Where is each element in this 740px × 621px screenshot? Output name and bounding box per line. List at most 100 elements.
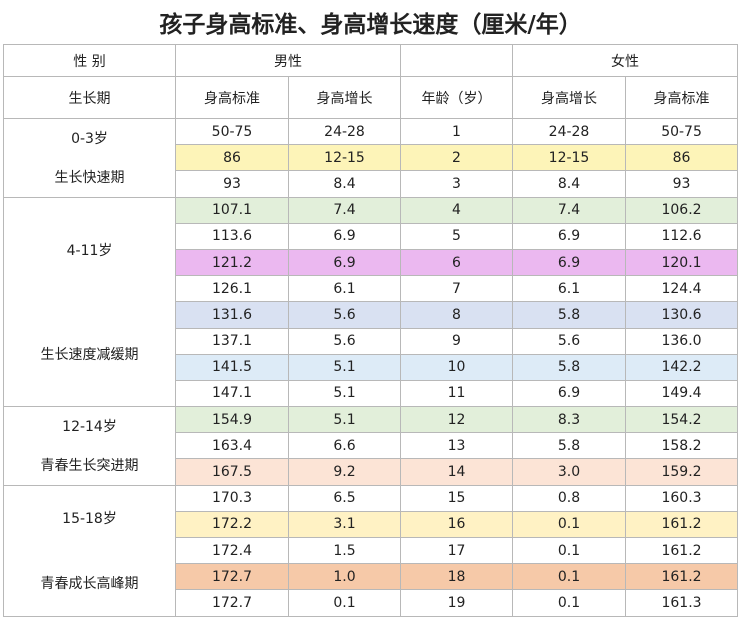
column-header: 年龄（岁）	[400, 76, 513, 119]
cell: 93	[624, 170, 739, 198]
cell: 6.1	[512, 275, 626, 303]
data-row: 172.7 0.1 19 0.1 161.3	[4, 589, 739, 617]
group-cell: 4-11岁 生长速度减缓期	[3, 196, 176, 408]
header-row: 性 别 男性 女性	[3, 44, 739, 77]
cell: 3.0	[512, 458, 626, 486]
cell: 5.1	[288, 353, 401, 381]
cell: 147.1	[175, 379, 289, 408]
column-header: 身高增长	[288, 76, 401, 119]
cell: 107.1	[175, 196, 289, 224]
data-row: 113.6 6.9 5 6.9 112.6	[4, 222, 739, 250]
cell: 7.4	[288, 196, 401, 224]
cell: 15	[400, 484, 513, 512]
cell: 10	[400, 353, 513, 381]
cell: 6.1	[288, 275, 401, 303]
cell: 5	[400, 222, 513, 250]
cell: 8.4	[512, 170, 626, 198]
data-row: 86 12-15 2 12-15 86	[4, 144, 739, 172]
data-row: 172.7 1.0 18 0.1 161.2	[4, 563, 739, 591]
data-row: 172.4 1.5 17 0.1 161.2	[4, 536, 739, 565]
female-header: 女性	[511, 44, 739, 77]
cell: 7	[400, 275, 513, 303]
title-row: 孩子身高标准、身高增长速度（厘米/年）	[3, 0, 738, 45]
cell: 112.6	[624, 222, 739, 250]
cell: 4	[400, 196, 513, 224]
data-row: 163.4 6.6 13 5.8 158.2	[4, 432, 739, 460]
cell: 3.1	[288, 510, 401, 539]
cell: 5.8	[512, 353, 626, 381]
cell: 172.2	[175, 510, 289, 539]
cell: 9.2	[288, 458, 401, 486]
cell: 18	[400, 563, 513, 591]
cell: 1.0	[288, 563, 401, 591]
group-cell: 0-3岁 生长快速期	[3, 118, 176, 198]
title: 孩子身高标准、身高增长速度（厘米/年）	[3, 0, 738, 45]
cell: 167.5	[175, 458, 289, 486]
cell: 12-15	[512, 144, 626, 172]
cell: 149.4	[624, 379, 739, 408]
cell: 6.5	[288, 484, 401, 512]
cell: 170.3	[175, 484, 289, 512]
group-cell: 15-18岁 青春成长高峰期	[3, 484, 176, 617]
cell: 136.0	[624, 327, 739, 355]
cell: 1	[400, 117, 513, 146]
cell: 130.6	[624, 301, 739, 329]
cell: 3	[400, 170, 513, 198]
age-range: 12-14岁	[62, 419, 117, 436]
cell: 7.4	[512, 196, 626, 224]
cell: 50-75	[175, 117, 289, 146]
cell: 0.1	[512, 563, 626, 591]
cell: 19	[400, 589, 513, 617]
cell: 5.8	[512, 432, 626, 460]
male-header: 男性	[175, 44, 401, 77]
cell: 5.8	[512, 301, 626, 329]
cell: 6.9	[512, 379, 626, 408]
cell: 161.2	[624, 563, 739, 591]
cell: 159.2	[624, 458, 739, 486]
column-header: 身高标准	[624, 76, 739, 119]
cell: 121.2	[175, 248, 289, 277]
data-row: 121.2 6.9 6 6.9 120.1	[4, 248, 739, 277]
period-label: 生长期	[3, 76, 176, 119]
cell: 86	[624, 144, 739, 172]
data-row: 167.5 9.2 14 3.0 159.2	[4, 458, 739, 486]
cell: 93	[175, 170, 289, 198]
cell: 158.2	[624, 432, 739, 460]
cell: 13	[400, 432, 513, 460]
age-range: 4-11岁	[66, 242, 113, 259]
cell: 161.2	[624, 510, 739, 539]
cell: 106.2	[624, 196, 739, 224]
cell: 172.7	[175, 589, 289, 617]
cell: 0.1	[512, 536, 626, 565]
data-row: 137.1 5.6 9 5.6 136.0	[4, 327, 739, 355]
cell: 172.4	[175, 536, 289, 565]
column-header: 身高标准	[175, 76, 289, 119]
cell: 0.1	[512, 589, 626, 617]
cell: 0.1	[512, 510, 626, 539]
data-row: 4-11岁 生长速度减缓期 107.1 7.4 4 7.4 106.2	[3, 196, 739, 408]
data-row: 126.1 6.1 7 6.1 124.4	[4, 275, 739, 303]
cell: 0.1	[288, 589, 401, 617]
cell: 113.6	[175, 222, 289, 250]
cell: 6.9	[512, 248, 626, 277]
data-row: 0-3岁 生长快速期 50-75 24-28 1 24-28 50-75	[3, 117, 739, 198]
cell: 2	[400, 144, 513, 172]
table-body: 孩子身高标准、身高增长速度（厘米/年） 性 别 男性 女性 生长期 身高标准 身…	[3, 0, 739, 617]
cell: 24-28	[288, 117, 401, 146]
cell: 50-75	[624, 117, 739, 146]
cell: 6.9	[288, 222, 401, 250]
cell: 124.4	[624, 275, 739, 303]
cell: 12-15	[288, 144, 401, 172]
cell: 161.3	[624, 589, 739, 617]
growth-period: 青春成长高峰期	[40, 576, 139, 593]
cell: 5.6	[288, 327, 401, 355]
growth-period: 生长快速期	[54, 170, 125, 187]
data-row: 15-18岁 青春成长高峰期 170.3 6.5 15 0.8 160.3	[3, 484, 739, 617]
cell: 142.2	[624, 353, 739, 381]
column-header: 身高增长	[512, 76, 626, 119]
cell: 14	[400, 458, 513, 486]
cell: 8.3	[512, 406, 626, 434]
cell: 11	[400, 379, 513, 408]
cell: 137.1	[175, 327, 289, 355]
